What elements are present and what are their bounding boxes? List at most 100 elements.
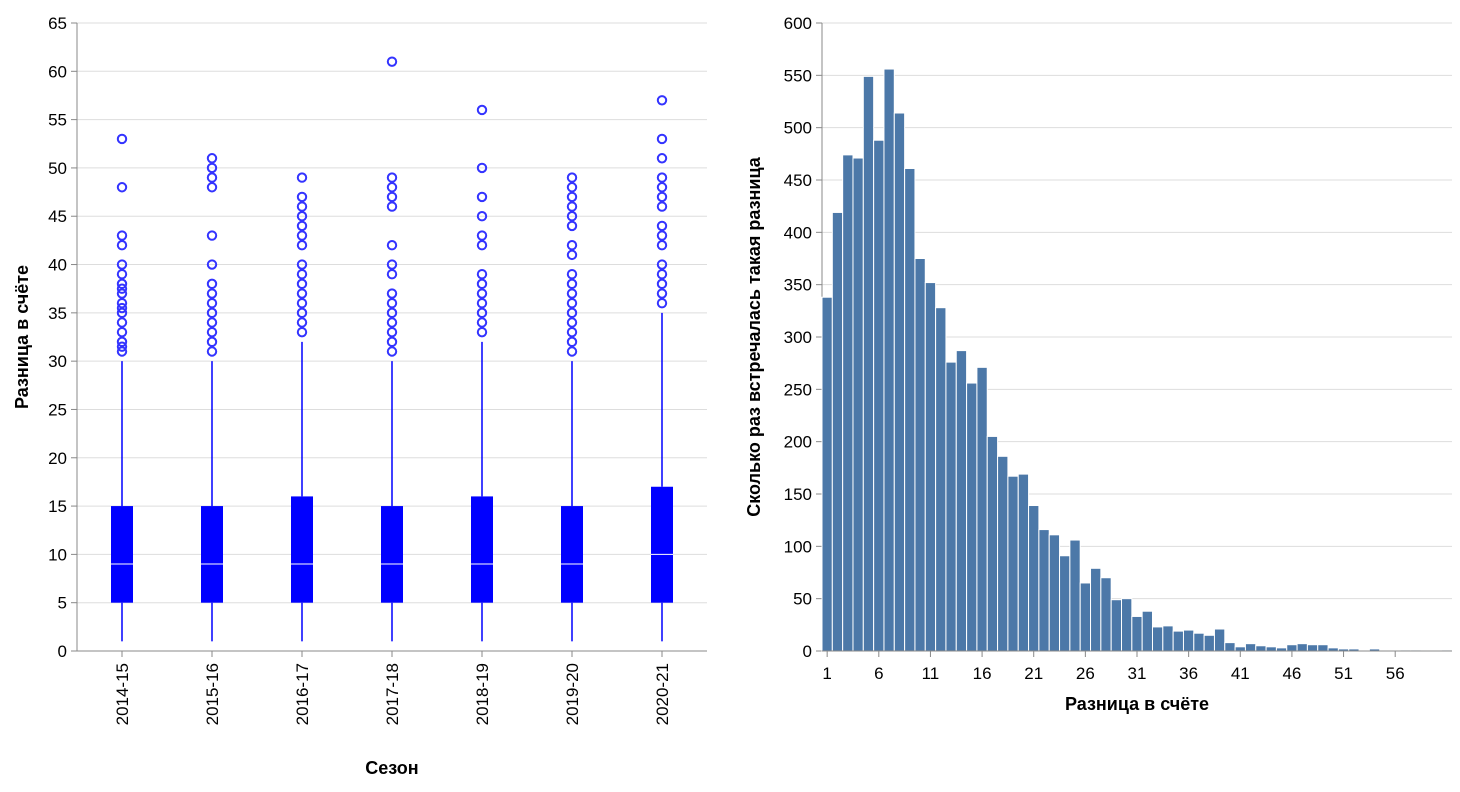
boxplot-outlier-point [566, 220, 578, 232]
histogram-x-tick-label: 6 [874, 664, 883, 683]
boxplot-outlier-point [476, 191, 488, 203]
boxplot-outlier-point [116, 302, 128, 314]
boxplot-outlier-point [656, 95, 668, 106]
boxplot-outlier-point [566, 191, 578, 203]
boxplot-outlier-point [116, 278, 128, 290]
histogram-bar [1244, 643, 1257, 652]
histogram-bar [1193, 632, 1205, 652]
histogram-bar [1131, 615, 1143, 652]
boxplot-outlier-point [296, 259, 308, 270]
boxplot-outlier-point [476, 326, 488, 338]
boxplot-y-tick-label: 40 [48, 256, 67, 275]
boxplot-y-tick-label: 15 [48, 497, 67, 516]
boxplot-outlier-point [476, 230, 488, 241]
boxplot-outlier-point [656, 297, 668, 309]
boxplot-y-axis-title: Разница в счёте [12, 265, 32, 409]
boxplot-outlier-point [386, 191, 398, 203]
histogram-y-axis-title: Сколько раз встречалась такая разница [744, 156, 764, 516]
histogram-bar [1121, 598, 1133, 652]
boxplot-outlier-point [116, 283, 128, 294]
boxplot-outlier-point [206, 288, 218, 299]
boxplot-outlier-point [116, 346, 128, 357]
boxplot-outlier-point [386, 240, 398, 251]
boxplot-outlier-point [656, 269, 668, 280]
histogram-x-axis-title: Разница в счёте [1065, 694, 1209, 714]
boxplot-outlier-point [566, 211, 578, 222]
boxplot-outlier-point [296, 317, 308, 328]
boxplot-outlier-point [386, 307, 398, 319]
histogram-bar [1213, 628, 1226, 652]
boxplot-outlier-point [386, 269, 398, 280]
boxplot-x-tick-label: 2015-16 [203, 663, 222, 725]
boxplot-x-tick-label: 2020-21 [653, 663, 672, 725]
boxplot-outlier-point [386, 201, 398, 212]
boxplot-outlier-point [386, 172, 398, 183]
boxplot-outlier-point [476, 269, 488, 280]
boxplot-outlier-point [206, 317, 218, 328]
histogram-bar [1079, 582, 1092, 652]
histogram-bar [1255, 645, 1267, 652]
boxplot-outlier-point [296, 278, 308, 290]
histogram-bar [821, 296, 833, 652]
boxplot-outlier-point [386, 297, 398, 309]
boxplot-outlier-point [386, 346, 398, 357]
boxplot-outlier-point [116, 269, 128, 280]
boxplot-outlier-point [656, 133, 668, 145]
boxplot-y-tick-label: 5 [58, 594, 67, 613]
boxplot-outlier-point [296, 326, 308, 338]
histogram-bar [1203, 634, 1215, 652]
boxplot-box [381, 506, 403, 603]
histogram-bar [997, 455, 1009, 652]
histogram-bar [1296, 643, 1308, 652]
boxplot-outlier-point [206, 230, 218, 241]
boxplot-outlier-point [206, 162, 218, 174]
boxplot-outlier-point [116, 259, 128, 270]
histogram-bar [1038, 529, 1050, 652]
boxplot-outlier-point [206, 336, 218, 348]
boxplot-x-tick-label: 2016-17 [293, 663, 312, 725]
boxplot-outlier-point [296, 220, 308, 232]
boxplot-outlier-point [116, 317, 128, 328]
boxplot-outlier-point [566, 172, 578, 183]
histogram-bar [1100, 577, 1112, 652]
histogram-y-tick-label: 250 [784, 380, 812, 399]
histogram-bar [924, 282, 937, 652]
boxplot-outlier-point [206, 326, 218, 338]
boxplot-outlier-point [476, 317, 488, 328]
boxplot-outlier-point [476, 288, 488, 299]
boxplot-outlier-point [566, 297, 578, 309]
boxplot-x-tick-label: 2014-15 [113, 663, 132, 725]
histogram-y-tick-label: 150 [784, 485, 812, 504]
histogram-y-tick-label: 200 [784, 433, 812, 452]
boxplot-y-tick-label: 30 [48, 352, 67, 371]
histogram-x-tick-label: 11 [922, 664, 940, 683]
boxplot-y-tick-label: 50 [48, 159, 67, 178]
boxplot-outlier-point [386, 317, 398, 328]
boxplot-outlier-point [566, 201, 578, 212]
boxplot-outlier-point [566, 240, 578, 251]
boxplot-outlier-point [116, 341, 128, 352]
boxplot-outlier-point [386, 336, 398, 348]
boxplot-outlier-point [206, 307, 218, 319]
histogram-bar [976, 366, 988, 652]
histogram-x-tick-label: 56 [1386, 664, 1405, 683]
boxplot-outlier-point [296, 191, 308, 203]
histogram-bar [893, 112, 906, 652]
histogram-bar [904, 167, 916, 652]
boxplot-outlier-point [656, 182, 668, 193]
boxplot-y-tick-label: 60 [48, 62, 67, 81]
boxplot-outlier-point [296, 307, 308, 319]
histogram-bar [1110, 599, 1123, 652]
boxplot-outlier-point [476, 104, 488, 116]
histogram-bar [883, 68, 895, 652]
boxplot-outlier-point [566, 317, 578, 328]
boxplot-outlier-point [206, 182, 218, 193]
boxplot-outlier-point [386, 288, 398, 299]
boxplot-y-tick-label: 10 [48, 545, 67, 564]
boxplot-y-tick-label: 65 [48, 14, 67, 33]
boxplot-outlier-point [476, 211, 488, 222]
histogram-bar [1234, 646, 1246, 652]
histogram-bar [1162, 625, 1174, 652]
boxplot-outlier-point [476, 278, 488, 290]
